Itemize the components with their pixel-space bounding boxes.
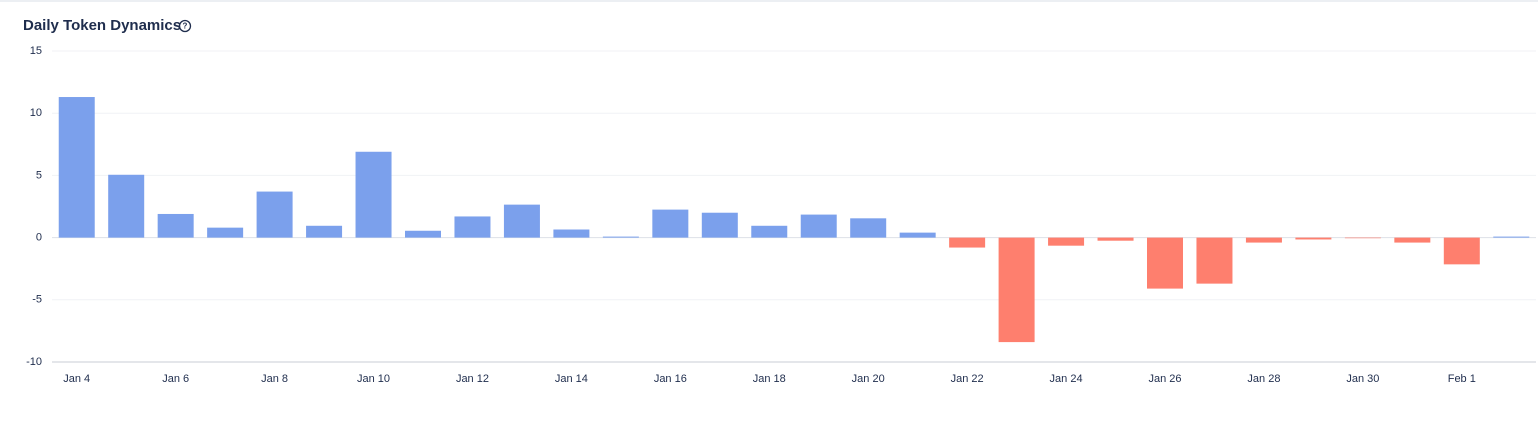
bar — [355, 151, 392, 238]
x-tick-label: Jan 16 — [654, 373, 687, 385]
bar — [800, 214, 837, 238]
bar — [899, 232, 936, 238]
bar — [652, 209, 689, 238]
help-icon[interactable]: ? — [178, 19, 192, 33]
y-tick-label: -10 — [26, 356, 42, 368]
y-tick-label: 5 — [36, 169, 42, 181]
bar — [1048, 237, 1085, 246]
bar — [998, 237, 1035, 343]
bar — [58, 97, 95, 238]
x-tick-label: Jan 22 — [951, 373, 984, 385]
bar — [1443, 237, 1480, 265]
x-tick-label: Jan 8 — [261, 373, 288, 385]
bar — [1394, 237, 1431, 243]
chart-title: Daily Token Dynamics — [23, 17, 181, 34]
bar — [751, 225, 788, 238]
bar — [108, 174, 145, 238]
bar — [553, 229, 590, 238]
x-tick-label: Jan 26 — [1148, 373, 1181, 385]
svg-text:?: ? — [183, 22, 188, 31]
x-tick-label: Jan 14 — [555, 373, 588, 385]
x-tick-label: Jan 12 — [456, 373, 489, 385]
y-tick-label: 0 — [36, 232, 42, 244]
bar — [1295, 237, 1332, 240]
y-tick-label: 10 — [30, 107, 42, 119]
x-tick-label: Feb 1 — [1448, 373, 1476, 385]
bar — [454, 216, 491, 238]
x-tick-label: Jan 20 — [852, 373, 885, 385]
bar — [503, 204, 540, 238]
x-tick-label: Jan 10 — [357, 373, 390, 385]
bar — [602, 236, 639, 238]
bar — [306, 225, 343, 238]
bar — [157, 213, 194, 238]
bar — [207, 227, 244, 238]
bar — [1245, 237, 1282, 243]
bar — [1097, 237, 1134, 241]
bar — [405, 230, 441, 238]
y-tick-label: 15 — [30, 45, 42, 57]
x-tick-label: Jan 28 — [1247, 373, 1280, 385]
bar — [1493, 236, 1530, 238]
bar — [701, 212, 738, 238]
x-tick-label: Jan 6 — [162, 373, 189, 385]
bar — [256, 191, 293, 238]
x-tick-label: Jan 18 — [753, 373, 786, 385]
bar — [949, 237, 986, 248]
x-tick-label: Jan 4 — [63, 373, 90, 385]
bar — [1196, 237, 1233, 284]
y-tick-label: -5 — [32, 294, 42, 306]
bar — [1344, 237, 1381, 239]
x-tick-label: Jan 30 — [1346, 373, 1379, 385]
bar — [850, 218, 887, 238]
bar — [1147, 237, 1183, 289]
x-tick-label: Jan 24 — [1050, 373, 1083, 385]
